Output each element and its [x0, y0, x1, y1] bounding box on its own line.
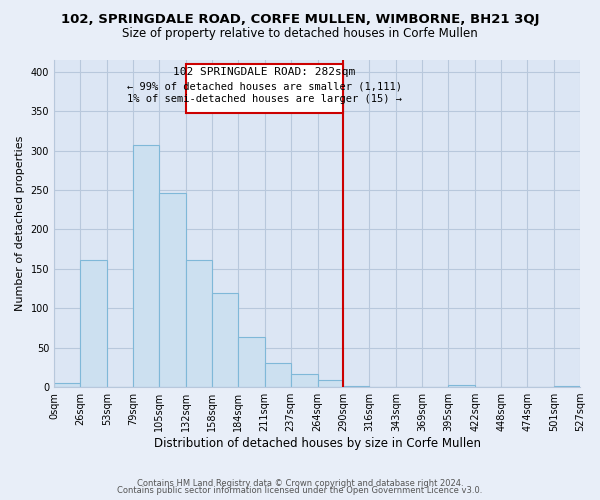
Bar [265, 362, 290, 387]
Bar [133, 145, 159, 387]
Y-axis label: Number of detached properties: Number of detached properties [15, 136, 25, 311]
Text: 102, SPRINGDALE ROAD, CORFE MULLEN, WIMBORNE, BH21 3QJ: 102, SPRINGDALE ROAD, CORFE MULLEN, WIMB… [61, 12, 539, 26]
Bar [54, 383, 80, 387]
FancyBboxPatch shape [186, 64, 343, 113]
Text: 1% of semi-detached houses are larger (15) →: 1% of semi-detached houses are larger (1… [127, 94, 402, 104]
Bar [80, 260, 107, 387]
Bar [554, 386, 580, 387]
Text: Contains HM Land Registry data © Crown copyright and database right 2024.: Contains HM Land Registry data © Crown c… [137, 478, 463, 488]
Bar [159, 193, 186, 387]
Text: 102 SPRINGDALE ROAD: 282sqm: 102 SPRINGDALE ROAD: 282sqm [173, 67, 356, 77]
Bar [238, 338, 265, 387]
Bar [343, 386, 370, 387]
Bar [212, 292, 238, 387]
X-axis label: Distribution of detached houses by size in Corfe Mullen: Distribution of detached houses by size … [154, 437, 481, 450]
Text: Contains public sector information licensed under the Open Government Licence v3: Contains public sector information licen… [118, 486, 482, 495]
Bar [448, 384, 475, 387]
Text: Size of property relative to detached houses in Corfe Mullen: Size of property relative to detached ho… [122, 28, 478, 40]
Bar [186, 260, 212, 387]
Bar [290, 374, 317, 387]
Text: ← 99% of detached houses are smaller (1,111): ← 99% of detached houses are smaller (1,… [127, 81, 402, 91]
Bar [317, 380, 343, 387]
